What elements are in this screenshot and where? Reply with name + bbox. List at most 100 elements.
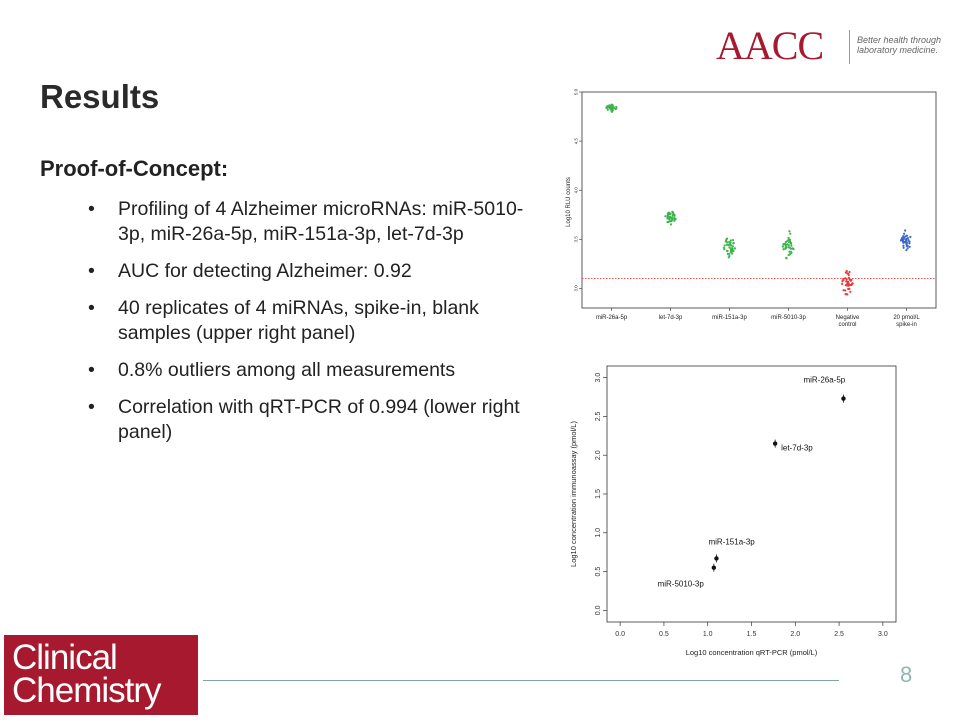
data-point bbox=[900, 237, 904, 240]
correlation-chart-panel: 0.0 0.5 1.0 1.5 2.0 2.5 3.0 0.0 0.5 1.0 1.5 2.0 2.5 3… bbox=[562, 362, 902, 662]
plot-frame bbox=[581, 91, 937, 309]
data-point bbox=[908, 245, 911, 248]
data-point bbox=[730, 247, 733, 251]
data-point bbox=[906, 247, 909, 250]
data-point bbox=[790, 242, 793, 245]
data-point bbox=[610, 107, 613, 111]
data-point bbox=[842, 289, 845, 292]
bullet-icon: • bbox=[88, 359, 95, 381]
data-point bbox=[905, 241, 908, 244]
data-point bbox=[789, 247, 792, 250]
data-point bbox=[729, 250, 732, 253]
data-point bbox=[673, 219, 676, 222]
data-point bbox=[848, 278, 851, 281]
data-point bbox=[606, 105, 609, 109]
data-point bbox=[608, 104, 611, 107]
x-tick-label: 1.5 bbox=[747, 631, 757, 638]
data-point bbox=[909, 235, 912, 239]
x-tick-label: control bbox=[838, 322, 856, 328]
bullet-text: AUC for detecting Alzheimer: 0.92 bbox=[118, 260, 412, 282]
bullet-item: • Profiling of 4 Alzheimer microRNAs: mi… bbox=[88, 197, 548, 247]
bullet-icon: • bbox=[88, 198, 95, 220]
data-point bbox=[671, 210, 674, 213]
data-point bbox=[788, 253, 792, 256]
y-tick-label: 5.0 bbox=[574, 88, 579, 95]
correlation-scatter-chart: 0.0 0.5 1.0 1.5 2.0 2.5 3.0 0.0 0.5 1.0 1.5 2.0 2.5 3… bbox=[569, 365, 897, 657]
bullet-text: Correlation with qRT-PCR of 0.994 (lower… bbox=[118, 396, 520, 443]
data-label: miR-26a-5p bbox=[803, 376, 845, 385]
data-point bbox=[672, 212, 675, 215]
data-point bbox=[615, 105, 618, 109]
data-point bbox=[847, 284, 850, 287]
data-point bbox=[902, 246, 905, 249]
y-tick-label: 3.0 bbox=[595, 373, 602, 383]
data-point bbox=[729, 244, 733, 247]
data-point bbox=[785, 245, 788, 248]
data-point bbox=[847, 273, 850, 277]
data-point bbox=[669, 212, 672, 215]
data-point bbox=[844, 277, 847, 280]
data-point bbox=[787, 244, 790, 247]
data-point bbox=[782, 248, 785, 251]
data-point bbox=[847, 280, 850, 283]
data-point bbox=[733, 247, 737, 250]
data-point bbox=[670, 219, 673, 222]
data-point bbox=[902, 235, 905, 238]
data-point bbox=[788, 238, 791, 241]
page-number: 8 bbox=[900, 662, 913, 687]
data-point bbox=[670, 216, 673, 220]
x-tick-label: miR-26a-5p bbox=[596, 315, 628, 321]
data-point bbox=[666, 217, 670, 220]
data-point bbox=[899, 239, 903, 242]
data-point bbox=[787, 236, 790, 240]
data-point bbox=[731, 238, 735, 242]
bullet-item: • Correlation with qRT-PCR of 0.994 (low… bbox=[88, 395, 548, 445]
y-tick-label: 1.0 bbox=[595, 528, 602, 538]
data-point bbox=[669, 223, 673, 226]
data-point bbox=[908, 242, 911, 245]
data-point bbox=[907, 239, 910, 242]
data-point bbox=[728, 252, 731, 255]
data-point bbox=[786, 239, 789, 242]
data-label: miR-151a-3p bbox=[708, 537, 755, 546]
x-tick-label: miR-5010-3p bbox=[771, 315, 806, 321]
data-point bbox=[666, 212, 669, 215]
y-axis-label: Log10 RLU counts bbox=[566, 177, 572, 227]
data-point bbox=[847, 287, 850, 291]
data-point bbox=[711, 565, 717, 570]
x-tick-label: 0.0 bbox=[615, 631, 625, 638]
bullet-text: 0.8% outliers among all measurements bbox=[118, 359, 456, 381]
data-point bbox=[786, 243, 789, 246]
x-tick-label: Negative bbox=[836, 315, 860, 321]
x-tick-label: 2.5 bbox=[834, 631, 844, 638]
data-point bbox=[671, 214, 674, 217]
y-tick-label: 4.5 bbox=[574, 137, 579, 144]
clinical-chemistry-logo: Clinical Chemistry bbox=[4, 635, 198, 715]
clinical-chemistry-logo-line1: Clinical bbox=[12, 638, 118, 677]
data-point bbox=[666, 214, 669, 217]
data-point bbox=[788, 250, 791, 253]
x-tick-label: spike-in bbox=[896, 322, 917, 328]
data-point bbox=[846, 272, 849, 275]
aacc-logo-text: AACC bbox=[716, 23, 824, 68]
data-point bbox=[790, 244, 793, 247]
aacc-tagline-line1: Better health through bbox=[857, 35, 942, 45]
data-point bbox=[723, 244, 726, 247]
bullet-text: Profiling of 4 Alzheimer microRNAs: miR-… bbox=[118, 198, 524, 245]
data-point bbox=[732, 242, 735, 245]
data-point bbox=[842, 278, 845, 281]
data-point bbox=[606, 108, 609, 111]
y-tick-label: 2.5 bbox=[595, 411, 602, 421]
data-point bbox=[725, 238, 728, 241]
y-tick-label: 0.5 bbox=[595, 567, 602, 577]
rlu-scatter-chart: 3.0 3.5 4.0 4.5 5.0 Log10 RLU counts miR-26a-5… bbox=[566, 88, 937, 328]
y-tick-label: 2.0 bbox=[595, 450, 602, 460]
data-point bbox=[904, 238, 907, 241]
data-point bbox=[783, 242, 787, 246]
data-point bbox=[790, 251, 793, 255]
data-point bbox=[784, 240, 787, 244]
bullet-icon: • bbox=[88, 297, 95, 319]
x-tick-label: 0.5 bbox=[659, 631, 669, 638]
data-point bbox=[903, 232, 906, 235]
data-point bbox=[666, 220, 669, 224]
